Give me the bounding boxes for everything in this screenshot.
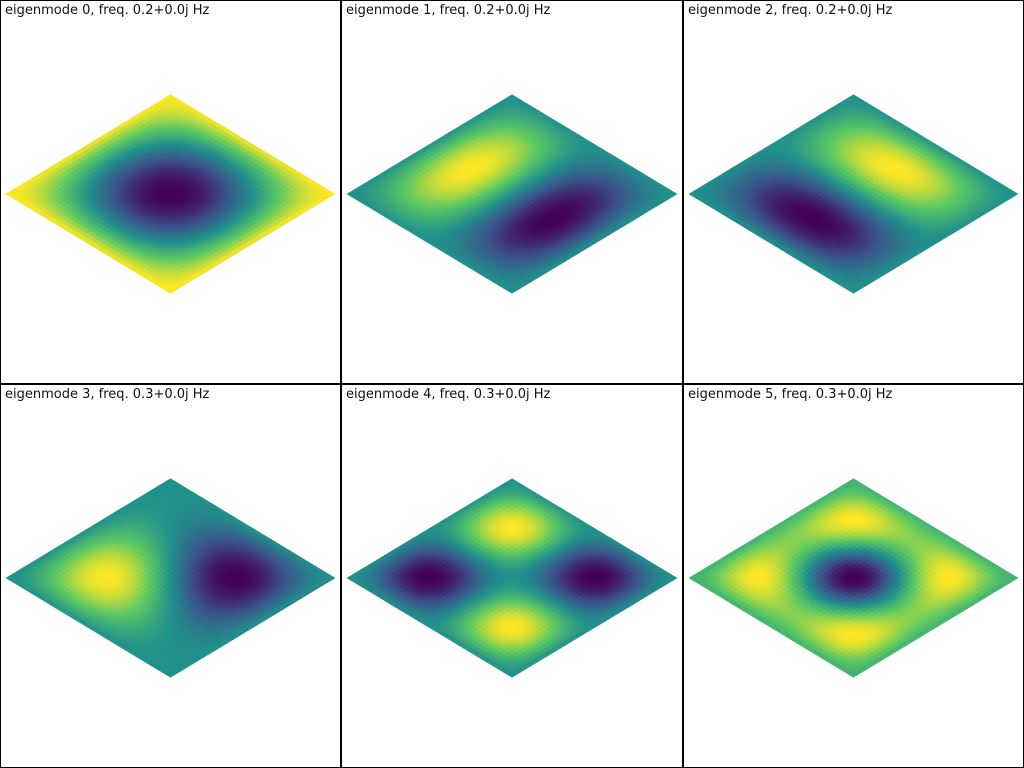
surface-cell bbox=[166, 288, 175, 294]
panel-title: eigenmode 2, freq. 0.2+0.0j Hz bbox=[688, 3, 893, 18]
panel-eigenmode-1: eigenmode 1, freq. 0.2+0.0j Hz bbox=[341, 0, 683, 384]
surface-cells bbox=[346, 94, 678, 294]
panel-title: eigenmode 0, freq. 0.2+0.0j Hz bbox=[5, 3, 210, 18]
mode-surface-plot bbox=[346, 94, 678, 294]
panel-title: eigenmode 1, freq. 0.2+0.0j Hz bbox=[346, 3, 551, 18]
mode-surface-plot bbox=[688, 94, 1019, 294]
panel-eigenmode-2: eigenmode 2, freq. 0.2+0.0j Hz bbox=[683, 0, 1024, 384]
panel-eigenmode-0: eigenmode 0, freq. 0.2+0.0j Hz bbox=[0, 0, 341, 384]
mode-surface-plot bbox=[5, 94, 336, 294]
surface-cell bbox=[507, 288, 517, 294]
surface-cells bbox=[688, 94, 1019, 294]
surface-cells bbox=[5, 94, 336, 294]
